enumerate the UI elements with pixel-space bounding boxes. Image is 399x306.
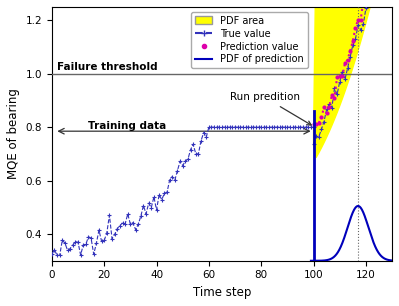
Text: Run predition: Run predition — [230, 92, 311, 125]
Text: Training data: Training data — [89, 121, 167, 131]
Legend: PDF area, True value, Prediction value, PDF of prediction: PDF area, True value, Prediction value, … — [191, 12, 308, 68]
X-axis label: Time step: Time step — [193, 286, 251, 299]
Text: Failure threshold: Failure threshold — [57, 62, 158, 73]
Y-axis label: MQE of bearing: MQE of bearing — [7, 88, 20, 179]
